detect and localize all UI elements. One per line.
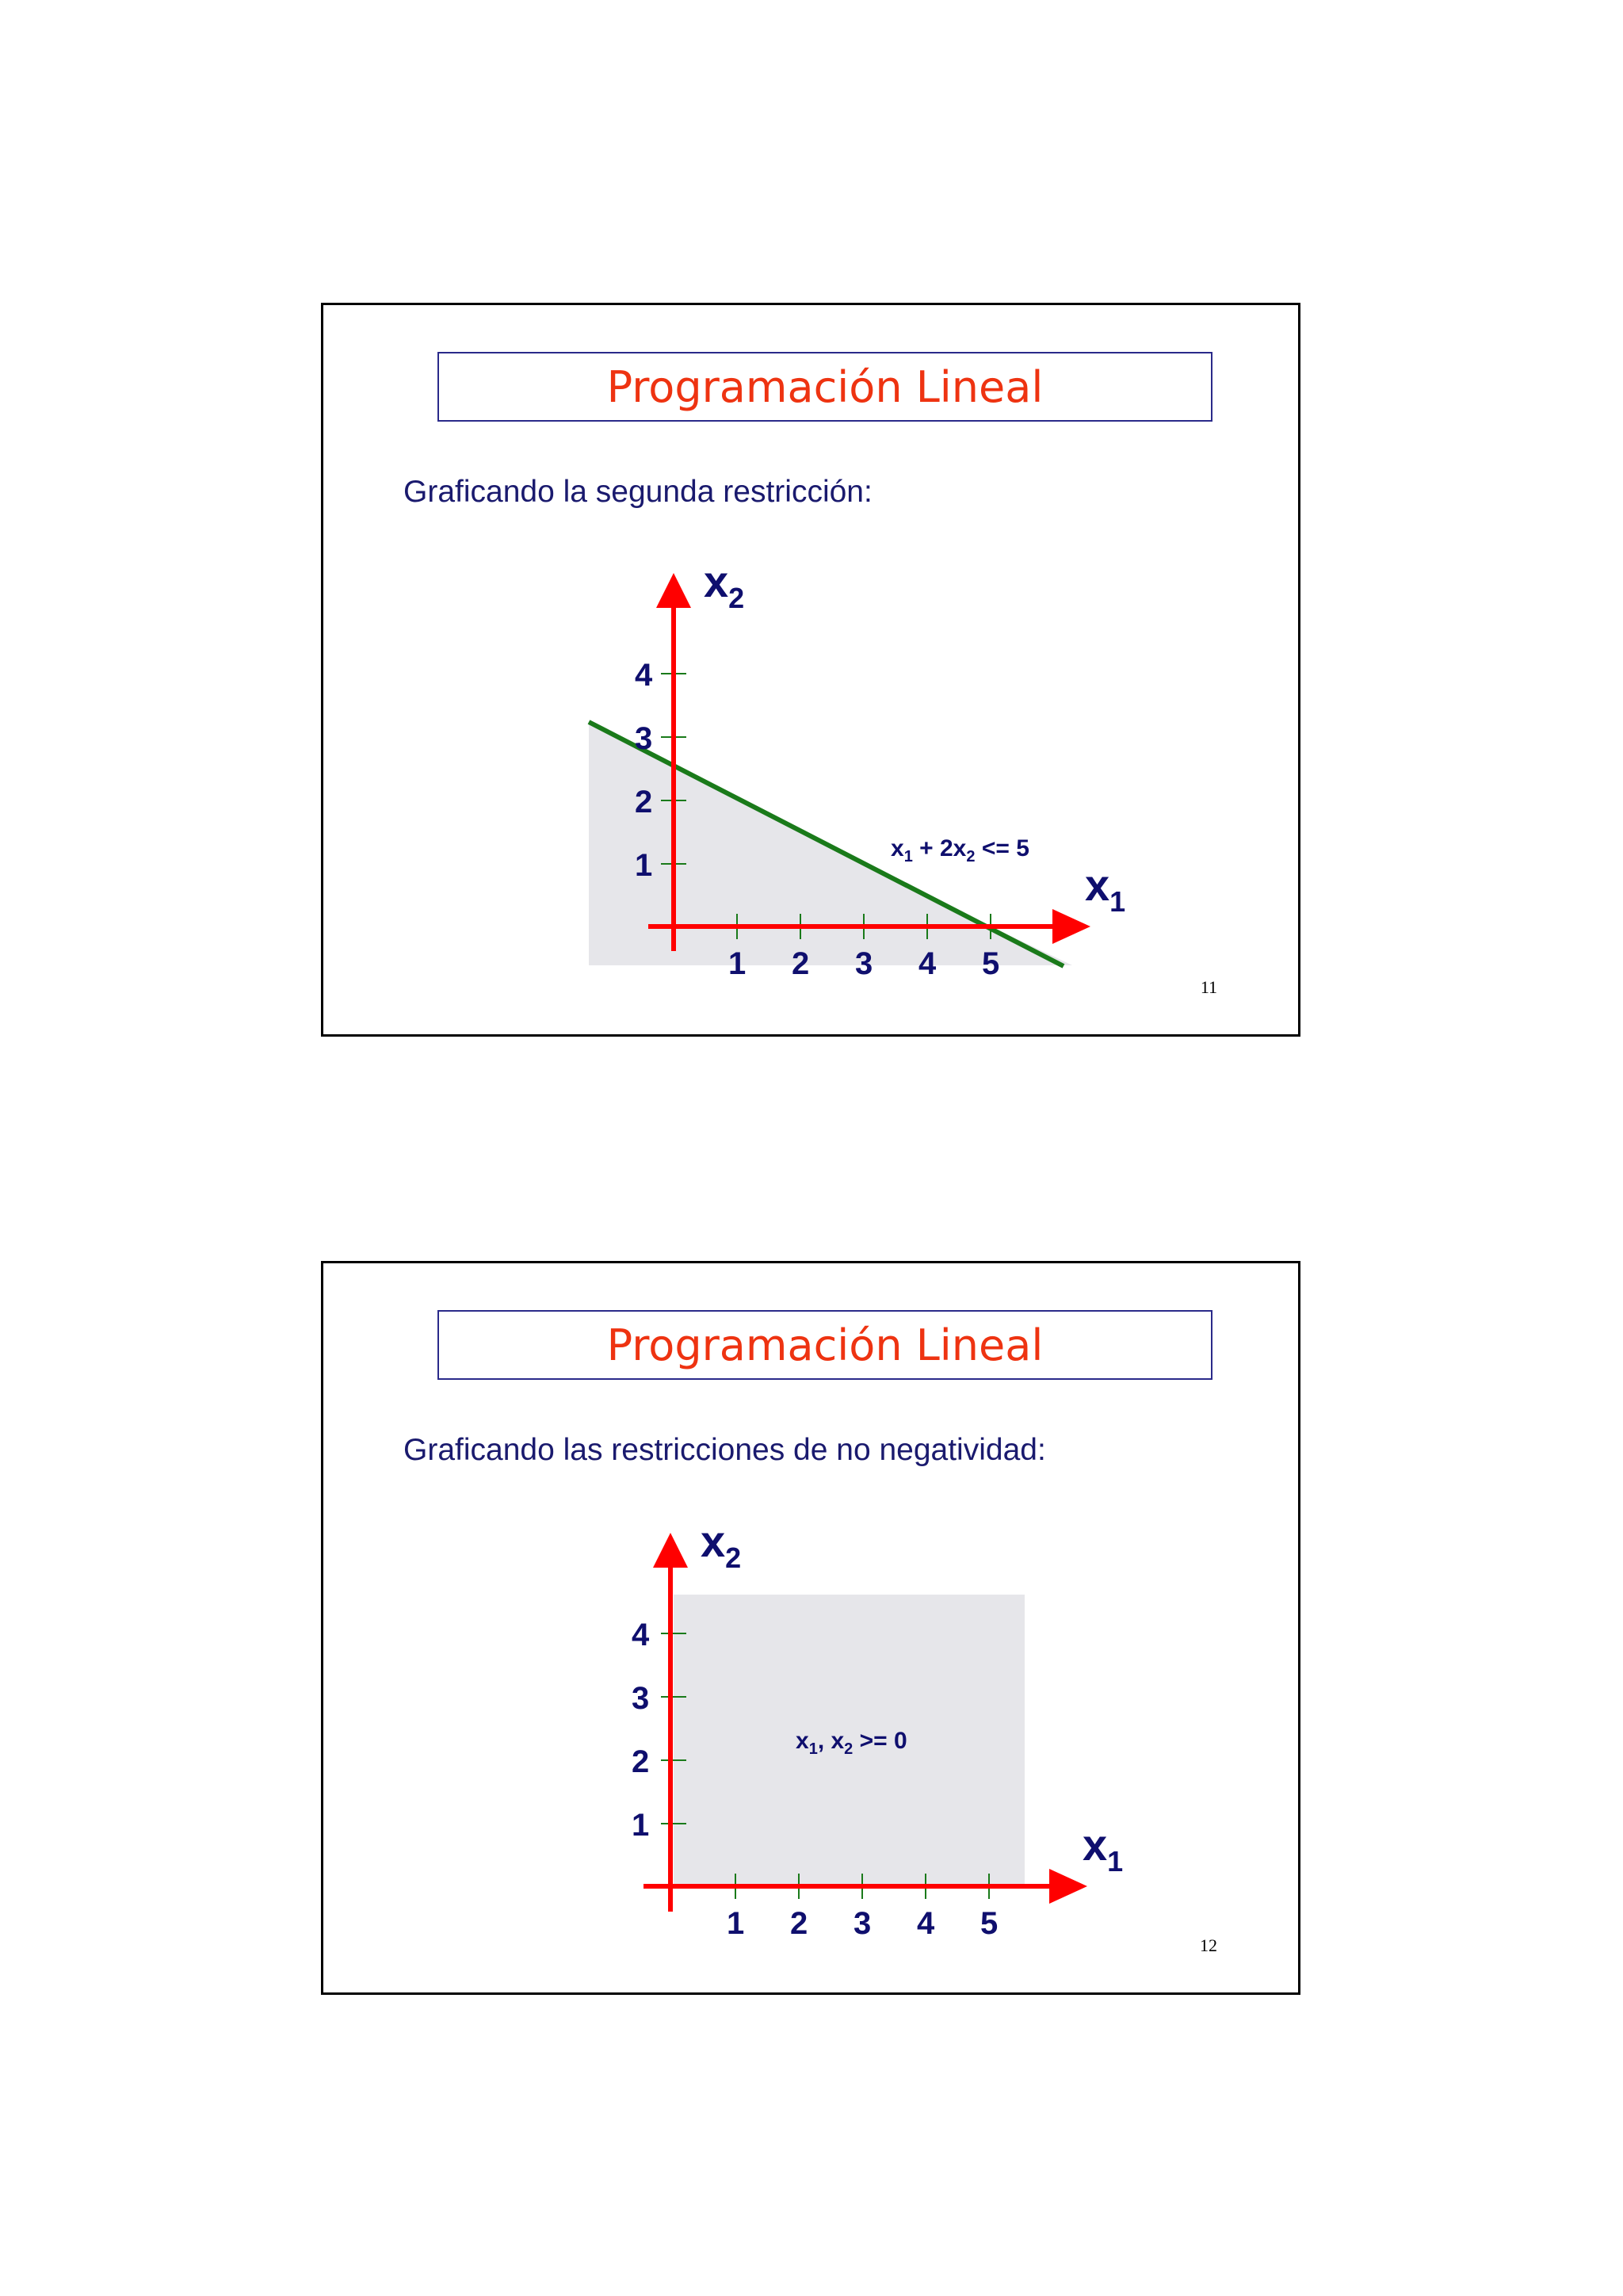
y-tick-label-4: 4	[632, 1618, 650, 1652]
x-axis-label: x1	[1083, 1820, 1123, 1878]
y-tick-label-2: 2	[635, 785, 652, 819]
constraint-label: x1 + 2x2 <= 5	[891, 835, 1029, 865]
page-number: 11	[1200, 977, 1217, 997]
slide-subtitle: Graficando las restricciones de no negat…	[403, 1433, 1046, 1467]
page-number: 12	[1200, 1935, 1217, 1955]
x-tick-label-4: 4	[917, 1906, 935, 1941]
slide-title: Programación Lineal	[606, 361, 1044, 412]
y-tick-label-3: 3	[632, 1681, 649, 1716]
y-axis-label: x2	[704, 556, 744, 614]
x-tick-label-2: 2	[790, 1906, 808, 1941]
x-tick-label-2: 2	[792, 946, 809, 981]
slide-12: Programación Lineal Graficando las restr…	[321, 1261, 1300, 1995]
y-tick-label-3: 3	[635, 721, 652, 756]
x-tick-label-5: 5	[982, 946, 999, 981]
y-axis-label: x2	[701, 1516, 741, 1574]
slide-title: Programación Lineal	[606, 1320, 1044, 1370]
x-axis-label: x1	[1085, 860, 1125, 918]
y-ticks	[661, 1633, 686, 1824]
slide-subtitle: Graficando la segunda restricción:	[403, 475, 873, 509]
feasible-region	[674, 1595, 1025, 1885]
x-tick-label-1: 1	[728, 946, 746, 981]
slide-title-box: Programación Lineal	[437, 352, 1212, 422]
x-tick-label-3: 3	[854, 1906, 871, 1941]
slide-title-box: Programación Lineal	[437, 1310, 1212, 1380]
constraint-label: x1, x2 >= 0	[796, 1728, 907, 1758]
y-tick-label-1: 1	[632, 1808, 649, 1843]
y-tick-label-2: 2	[632, 1744, 649, 1779]
x-tick-label-4: 4	[918, 946, 937, 981]
y-tick-label-1: 1	[635, 848, 652, 883]
constraint-graph: 4 3 2 1 1 2 3 4 5 x2 x1 x1 + 2x2 <= 5	[587, 556, 1125, 981]
x-axis-arrow	[1052, 909, 1090, 944]
nonnegativity-graph: 4 3 2 1 1 2 3 4 5 x2 x1 x1, x2 >= 0	[632, 1516, 1123, 1941]
x-axis-arrow	[1049, 1869, 1087, 1904]
slide-11: Programación Lineal Graficando la segund…	[321, 303, 1300, 1037]
x-tick-label-5: 5	[980, 1906, 998, 1941]
x-tick-label-3: 3	[855, 946, 873, 981]
y-tick-label-4: 4	[635, 658, 653, 693]
y-axis-arrow	[656, 573, 691, 608]
x-tick-label-1: 1	[727, 1906, 744, 1941]
y-axis-arrow	[653, 1533, 688, 1568]
